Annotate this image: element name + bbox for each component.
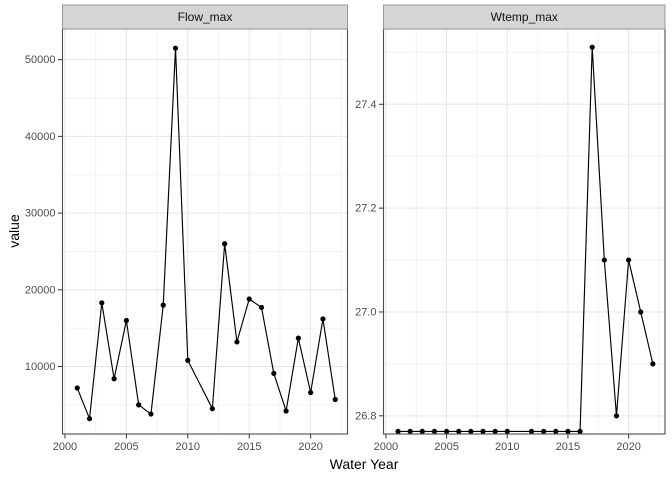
- data-point: [407, 428, 413, 435]
- data-point: [185, 357, 191, 363]
- y-tick-label: 27.0: [355, 306, 376, 318]
- x-tick-label: 2010: [495, 441, 519, 453]
- data-point: [222, 241, 228, 247]
- x-tick-label: 2005: [434, 441, 458, 453]
- data-point: [86, 416, 93, 422]
- data-point: [638, 309, 644, 315]
- data-point: [601, 257, 607, 263]
- x-tick-label: 2020: [298, 441, 322, 453]
- axis-ticks: [379, 103, 630, 439]
- data-point: [209, 406, 215, 412]
- facet-panel: 2000 2005 2010 2015 2020 10000 20000 30000 40000…: [25, 4, 349, 453]
- gridlines-major: [383, 29, 665, 434]
- data-point: [528, 428, 535, 435]
- data-point: [650, 361, 656, 367]
- data-point: [308, 389, 314, 396]
- data-point: [468, 428, 474, 435]
- facet-strip: [62, 4, 348, 30]
- data-point: [332, 396, 338, 403]
- facet-strip-label: Wtemp_max: [491, 10, 558, 24]
- x-tick-label: 2015: [237, 441, 261, 453]
- gridlines-minor: [383, 29, 665, 434]
- data-point: [283, 408, 289, 414]
- series-points: [395, 44, 656, 435]
- panel-background: [62, 29, 348, 434]
- data-point: [553, 428, 559, 435]
- x-tick-label: 2000: [53, 441, 77, 453]
- data-point: [565, 428, 571, 435]
- data-point: [99, 300, 105, 306]
- data-point: [136, 402, 142, 408]
- data-point: [111, 376, 117, 382]
- data-point: [504, 428, 510, 435]
- data-point: [234, 339, 240, 345]
- data-point: [625, 257, 632, 263]
- y-tick-label: 50000: [25, 54, 56, 66]
- gridlines-major: [62, 29, 348, 434]
- data-point: [246, 296, 252, 302]
- data-point: [443, 428, 450, 435]
- facet-strip-label: Flow_max: [178, 10, 233, 24]
- data-point: [258, 304, 265, 311]
- data-point: [148, 411, 154, 417]
- data-point: [172, 45, 179, 51]
- data-point: [419, 428, 425, 435]
- data-point: [577, 428, 583, 435]
- data-point: [74, 385, 80, 391]
- data-point: [271, 370, 277, 377]
- x-tick-label: 2015: [556, 441, 580, 453]
- y-tick-label: 26.8: [355, 410, 376, 422]
- y-tick-label: 27.4: [355, 99, 376, 111]
- data-point: [456, 428, 462, 435]
- panel-background: [383, 29, 665, 434]
- x-tick-label: 2010: [176, 441, 200, 453]
- y-tick-label: 27.2: [355, 203, 376, 215]
- data-point: [123, 317, 129, 324]
- y-axis-title: value: [6, 214, 22, 248]
- y-tick-label: 40000: [25, 131, 56, 143]
- y-tick-label: 30000: [25, 208, 56, 220]
- facet-strip: [383, 4, 666, 30]
- axis-ticks: [58, 59, 312, 439]
- x-tick-label: 2020: [616, 441, 640, 453]
- data-point: [295, 335, 301, 341]
- x-tick-label: 2000: [374, 441, 398, 453]
- data-point: [395, 428, 401, 435]
- x-axis-title: Water Year: [329, 456, 399, 472]
- data-point: [480, 428, 486, 435]
- y-tick-label: 20000: [25, 284, 56, 296]
- data-point: [160, 302, 166, 308]
- data-point: [541, 428, 547, 435]
- series-points: [74, 45, 338, 422]
- facet-panel: 2000 2005 2010 2015 2020 26.8 27.0 27.2 27.4 Wtem…: [355, 4, 666, 453]
- x-tick-label: 2005: [114, 441, 138, 453]
- data-point: [589, 44, 595, 50]
- y-tick-label: 10000: [25, 361, 56, 373]
- data-point: [431, 428, 438, 435]
- gridlines-minor: [62, 29, 348, 434]
- data-point: [613, 413, 620, 419]
- data-point: [320, 316, 326, 322]
- data-point: [492, 428, 498, 435]
